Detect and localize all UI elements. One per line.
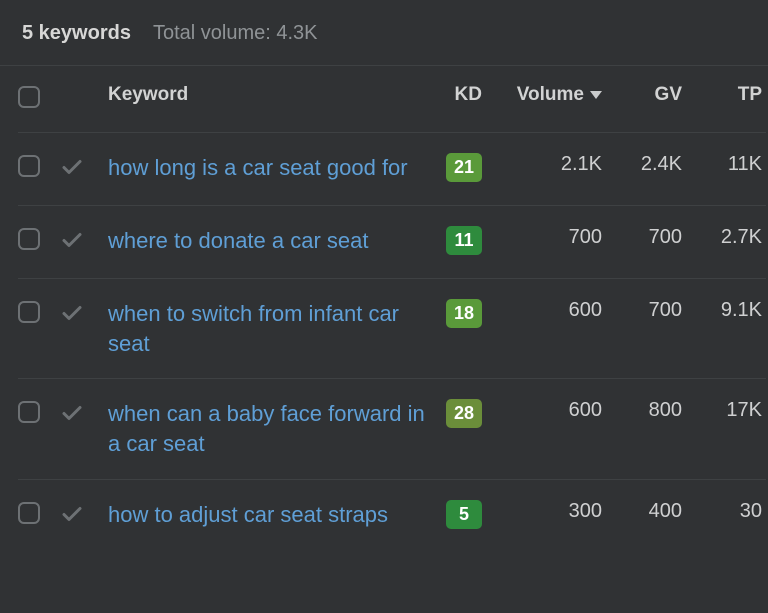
row-checkbox[interactable]: [18, 228, 40, 250]
row-checkbox[interactable]: [18, 401, 40, 423]
select-all-checkbox[interactable]: [18, 86, 40, 108]
checkmark-icon: [60, 228, 84, 252]
total-volume: Total volume: 4.3K: [153, 22, 318, 45]
kd-badge: 28: [446, 399, 482, 428]
tp-cell: 11K: [686, 133, 766, 206]
checkmark-icon: [60, 155, 84, 179]
keyword-link[interactable]: when can a baby face forward in a car se…: [108, 399, 426, 458]
row-checkbox[interactable]: [18, 155, 40, 177]
table-row: when to switch from infant car seat 18600…: [18, 279, 766, 379]
keyword-table: Keyword KD Volume GV TP how long is a ca…: [18, 66, 766, 552]
tp-cell: 17K: [686, 379, 766, 479]
checkmark-icon: [60, 401, 84, 425]
header-gv[interactable]: GV: [655, 84, 682, 105]
keyword-link[interactable]: how long is a car seat good for: [108, 153, 408, 183]
gv-cell: 700: [606, 279, 686, 379]
header-keyword[interactable]: Keyword: [108, 84, 188, 105]
volume-cell: 600: [486, 379, 606, 479]
keyword-link[interactable]: when to switch from infant car seat: [108, 299, 426, 358]
kd-badge: 5: [446, 500, 482, 529]
row-checkbox[interactable]: [18, 502, 40, 524]
keyword-count: 5 keywords: [22, 22, 131, 45]
volume-cell: 700: [486, 206, 606, 279]
checkmark-icon: [60, 301, 84, 325]
table-row: where to donate a car seat117007002.7K: [18, 206, 766, 279]
gv-cell: 2.4K: [606, 133, 686, 206]
sort-desc-icon: [590, 91, 602, 99]
kd-badge: 18: [446, 299, 482, 328]
volume-cell: 600: [486, 279, 606, 379]
kd-badge: 11: [446, 226, 482, 255]
header-volume[interactable]: Volume: [517, 84, 602, 106]
kd-badge: 21: [446, 153, 482, 182]
summary-bar: 5 keywords Total volume: 4.3K: [18, 16, 750, 65]
gv-cell: 400: [606, 479, 686, 552]
table-row: when can a baby face forward in a car se…: [18, 379, 766, 479]
row-checkbox[interactable]: [18, 301, 40, 323]
gv-cell: 700: [606, 206, 686, 279]
table-row: how to adjust car seat straps 530040030: [18, 479, 766, 552]
tp-cell: 30: [686, 479, 766, 552]
gv-cell: 800: [606, 379, 686, 479]
volume-cell: 2.1K: [486, 133, 606, 206]
header-tp[interactable]: TP: [738, 84, 762, 105]
tp-cell: 2.7K: [686, 206, 766, 279]
keyword-link[interactable]: where to donate a car seat: [108, 226, 369, 256]
volume-cell: 300: [486, 479, 606, 552]
header-kd[interactable]: KD: [455, 84, 482, 105]
keyword-link[interactable]: how to adjust car seat straps: [108, 500, 388, 530]
tp-cell: 9.1K: [686, 279, 766, 379]
checkmark-icon: [60, 502, 84, 526]
table-row: how long is a car seat good for 212.1K2.4…: [18, 133, 766, 206]
